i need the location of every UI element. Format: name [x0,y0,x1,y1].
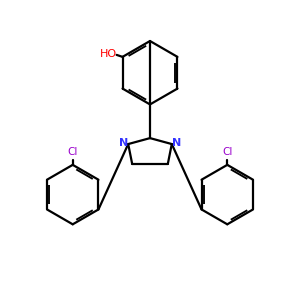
Text: N: N [172,138,182,148]
Text: Cl: Cl [68,147,78,157]
Text: Cl: Cl [222,147,232,157]
Text: N: N [118,138,128,148]
Text: HO: HO [100,49,117,59]
